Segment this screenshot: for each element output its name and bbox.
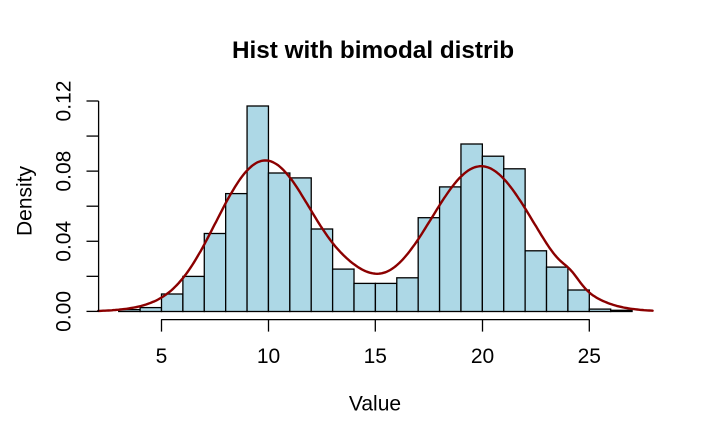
svg-text:Hist with bimodal distrib: Hist with bimodal distrib	[232, 37, 514, 64]
svg-text:0.04: 0.04	[53, 221, 76, 262]
svg-text:Value: Value	[349, 393, 401, 416]
svg-text:5: 5	[156, 345, 168, 368]
svg-text:25: 25	[578, 345, 601, 368]
svg-text:0.08: 0.08	[53, 151, 76, 192]
svg-text:20: 20	[471, 345, 494, 368]
svg-text:15: 15	[364, 345, 387, 368]
svg-text:Density: Density	[14, 165, 37, 236]
svg-text:0.12: 0.12	[53, 81, 76, 122]
svg-text:0.00: 0.00	[53, 291, 76, 332]
svg-text:10: 10	[257, 345, 280, 368]
